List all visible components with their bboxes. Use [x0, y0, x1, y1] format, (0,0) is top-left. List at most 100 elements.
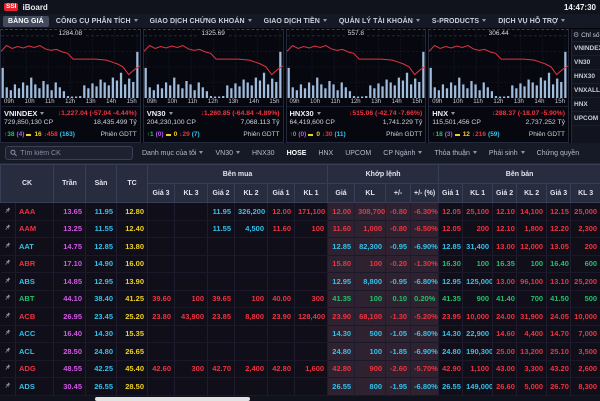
cell-match-price[interactable]: 23.90 — [327, 307, 356, 326]
cell-bid-vol-2[interactable] — [234, 325, 268, 343]
cell-ask-vol-2[interactable]: 13,200 — [516, 342, 548, 361]
cell-bid-vol-1[interactable] — [294, 255, 329, 273]
cell-bid-price-1[interactable]: 40.00 — [267, 290, 295, 308]
cell-bid-price-2[interactable]: 39.65 — [207, 290, 235, 308]
cell-bid-vol-1[interactable]: 128,400 — [294, 307, 329, 326]
ticker-cell[interactable]: ABS — [15, 272, 54, 291]
pin-cell[interactable] — [0, 237, 16, 256]
cell-bid-price-2[interactable]: 11.55 — [207, 220, 235, 238]
cell-bid-price-1[interactable] — [267, 272, 295, 291]
cell-bid-vol-3[interactable] — [174, 220, 208, 238]
cell-match-vol[interactable]: 82,300 — [354, 237, 387, 256]
cell-ask-price-1[interactable]: 26.55 — [438, 377, 464, 396]
cell-bid-price-1[interactable] — [267, 237, 295, 256]
cell-ask-price-1[interactable]: 24.80 — [438, 342, 464, 361]
cell-match-price[interactable]: 12.85 — [327, 237, 356, 256]
cell-ask-price-1[interactable]: 12.05 — [438, 202, 464, 221]
index-name[interactable]: HNX30 — [290, 109, 321, 118]
cell-match-price[interactable]: 26.55 — [327, 377, 356, 396]
col-header-bid-vol-2[interactable]: KL 2 — [234, 183, 268, 203]
pin-cell[interactable] — [0, 272, 16, 291]
cell-bid-price-2[interactable] — [207, 342, 235, 361]
col-header-bid-vol-1[interactable]: KL 1 — [293, 183, 329, 203]
cell-ask-vol-2[interactable]: 14,100 — [516, 202, 548, 221]
cell-ask-vol-1[interactable]: 200 — [462, 220, 494, 238]
pin-cell[interactable] — [0, 325, 16, 343]
tab-vn30[interactable]: VN30 — [215, 150, 240, 157]
cell-bid-vol-3[interactable]: 43,900 — [174, 307, 208, 326]
pin-icon[interactable] — [3, 275, 13, 285]
cell-bid-price-3[interactable]: 42.60 — [147, 360, 175, 378]
ticker-cell[interactable]: AAT — [15, 237, 54, 256]
cell-match-change-pct[interactable]: -5.70% — [410, 360, 440, 378]
cell-match-change-pct[interactable]: -6.80% — [410, 325, 440, 343]
cell-bid-vol-1[interactable]: 171,100 — [294, 202, 329, 221]
cell-match-change[interactable]: -1.05 — [385, 325, 412, 343]
cell-bid-price-2[interactable] — [207, 255, 235, 273]
cell-bid-price-3[interactable] — [147, 342, 175, 361]
cell-bid-vol-3[interactable]: 300 — [174, 360, 208, 378]
pin-cell[interactable] — [0, 220, 16, 238]
col-header-ask-price-1[interactable]: Giá 1 — [438, 183, 464, 203]
sidebar-item-vn30[interactable]: VN30 — [572, 56, 600, 70]
cell-bid-vol-1[interactable]: 300 — [294, 290, 329, 308]
col-header-ask-vol-3[interactable]: KL 3 — [570, 183, 600, 203]
pin-cell[interactable] — [0, 202, 16, 221]
pin-cell[interactable] — [0, 377, 16, 396]
col-header-bid-price-3[interactable]: Giá 3 — [147, 183, 175, 203]
cell-bid-vol-1[interactable] — [294, 237, 329, 256]
tab-thỏa-thuận[interactable]: Thỏa thuận — [434, 150, 477, 157]
cell-match-change[interactable]: -0.80 — [385, 220, 412, 238]
cell-bid-price-1[interactable] — [267, 342, 295, 361]
cell-bid-price-1[interactable]: 42.80 — [267, 360, 295, 378]
cell-ask-price-2[interactable]: 41.40 — [492, 290, 518, 308]
cell-ask-price-2[interactable]: 24.00 — [492, 307, 518, 326]
index-chart-panel-vnindex[interactable]: 1284.08 09h 10h 11h 12h 13h 14h 15h VNINDEX ↓1,22… — [0, 29, 141, 143]
cell-ask-vol-1[interactable]: 190,300 — [462, 342, 494, 361]
cell-match-price[interactable]: 11.60 — [327, 220, 356, 238]
cell-ask-vol-3[interactable]: 25,000 — [570, 202, 600, 221]
cell-bid-price-3[interactable] — [147, 202, 175, 221]
cell-ask-vol-1[interactable]: 10,000 — [462, 307, 494, 326]
cell-ask-vol-1[interactable]: 25,100 — [462, 202, 494, 221]
cell-bid-price-2[interactable]: 42.70 — [207, 360, 235, 378]
ticker-cell[interactable]: ACL — [15, 342, 54, 361]
menu-item-bảng-giá[interactable]: BẢNG GIÁ — [3, 15, 49, 27]
cell-ask-vol-2[interactable]: 31,900 — [516, 307, 548, 326]
cell-bid-vol-2[interactable]: 100 — [234, 290, 268, 308]
cell-ask-price-3[interactable]: 12.20 — [546, 220, 572, 238]
pin-icon[interactable] — [3, 363, 13, 373]
cell-bid-vol-1[interactable] — [294, 342, 329, 361]
pin-icon[interactable] — [3, 380, 13, 390]
cell-match-change-pct[interactable]: -6.30% — [410, 202, 440, 221]
ticker-cell[interactable]: AAM — [15, 220, 54, 238]
cell-ask-price-3[interactable]: 13.05 — [546, 237, 572, 256]
tab-hose[interactable]: HOSE — [286, 149, 307, 157]
horizontal-scrollbar-thumb[interactable] — [95, 396, 250, 401]
cell-bid-vol-3[interactable] — [174, 325, 208, 343]
cell-bid-price-3[interactable] — [147, 377, 175, 396]
cell-bid-vol-1[interactable]: 1,600 — [294, 360, 329, 378]
col-header-ticker[interactable]: CK — [0, 164, 54, 203]
pin-icon[interactable] — [3, 345, 13, 355]
cell-bid-vol-2[interactable]: 2,400 — [234, 360, 268, 378]
pin-cell[interactable] — [0, 307, 16, 326]
cell-ask-price-2[interactable]: 12.10 — [492, 220, 518, 238]
cell-match-vol[interactable]: 308,700 — [354, 202, 387, 221]
cell-bid-vol-3[interactable] — [174, 377, 208, 396]
cell-bid-vol-3[interactable] — [174, 202, 208, 221]
index-chart-panel-vn30[interactable]: 1325.69 09h 10h 11h 12h 13h 14h 15h VN30 ↓1,260.8… — [142, 29, 284, 143]
cell-ask-price-1[interactable]: 14.30 — [438, 325, 464, 343]
cell-match-vol[interactable]: 100 — [354, 255, 387, 273]
cell-bid-price-3[interactable] — [147, 255, 175, 273]
cell-ask-vol-1[interactable]: 100 — [462, 255, 494, 273]
cell-ask-price-1[interactable]: 41.35 — [438, 290, 464, 308]
cell-bid-vol-2[interactable] — [234, 272, 268, 291]
col-header-match-change-pct[interactable]: +/- (%) — [410, 183, 440, 203]
cell-ask-price-3[interactable]: 41.50 — [546, 290, 572, 308]
cell-ask-price-3[interactable]: 13.10 — [546, 272, 572, 291]
cell-ask-price-3[interactable]: 12.15 — [546, 202, 572, 221]
cell-bid-price-3[interactable] — [147, 325, 175, 343]
cell-ask-vol-3[interactable]: 25,200 — [570, 272, 600, 291]
col-header-bid-price-2[interactable]: Giá 2 — [207, 183, 235, 203]
